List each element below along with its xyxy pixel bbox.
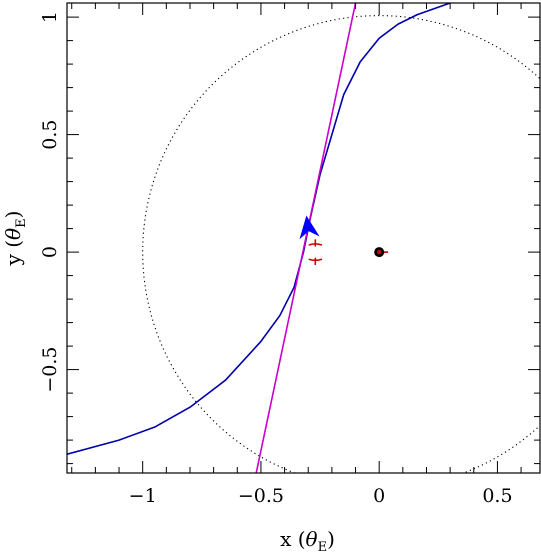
direction-arrow-head	[299, 215, 320, 240]
plot-frame	[66, 2, 541, 474]
caustic-cusp	[308, 257, 323, 266]
caustic-cusp	[308, 239, 323, 247]
ticks	[67, 3, 540, 473]
caustic-point	[308, 257, 323, 266]
tick-labels: −1 −0.5 0 0.5 −0.5 0 0.5 1	[39, 11, 513, 507]
x-tick-label: 0.5	[482, 485, 512, 507]
x-tick-label: −1	[129, 485, 157, 507]
straight-trajectory-line	[255, 3, 357, 473]
einstein-ring	[142, 15, 540, 473]
y-tick-label: −0.5	[39, 347, 61, 393]
y-tick-label: 0	[39, 246, 61, 258]
plot-content	[67, 3, 540, 473]
x-tick-label: 0	[373, 485, 385, 507]
lens-companion	[376, 249, 382, 255]
x-axis-label: x (θE)	[280, 527, 335, 555]
direction-arrow	[299, 215, 320, 240]
y-axis-label: y (θE)	[1, 211, 29, 267]
y-tick-label: 0.5	[39, 119, 61, 149]
y-tick-label: 1	[39, 11, 61, 23]
caustic-point	[308, 239, 323, 247]
x-tick-label: −0.5	[238, 485, 284, 507]
source-trajectory-line	[67, 3, 451, 455]
